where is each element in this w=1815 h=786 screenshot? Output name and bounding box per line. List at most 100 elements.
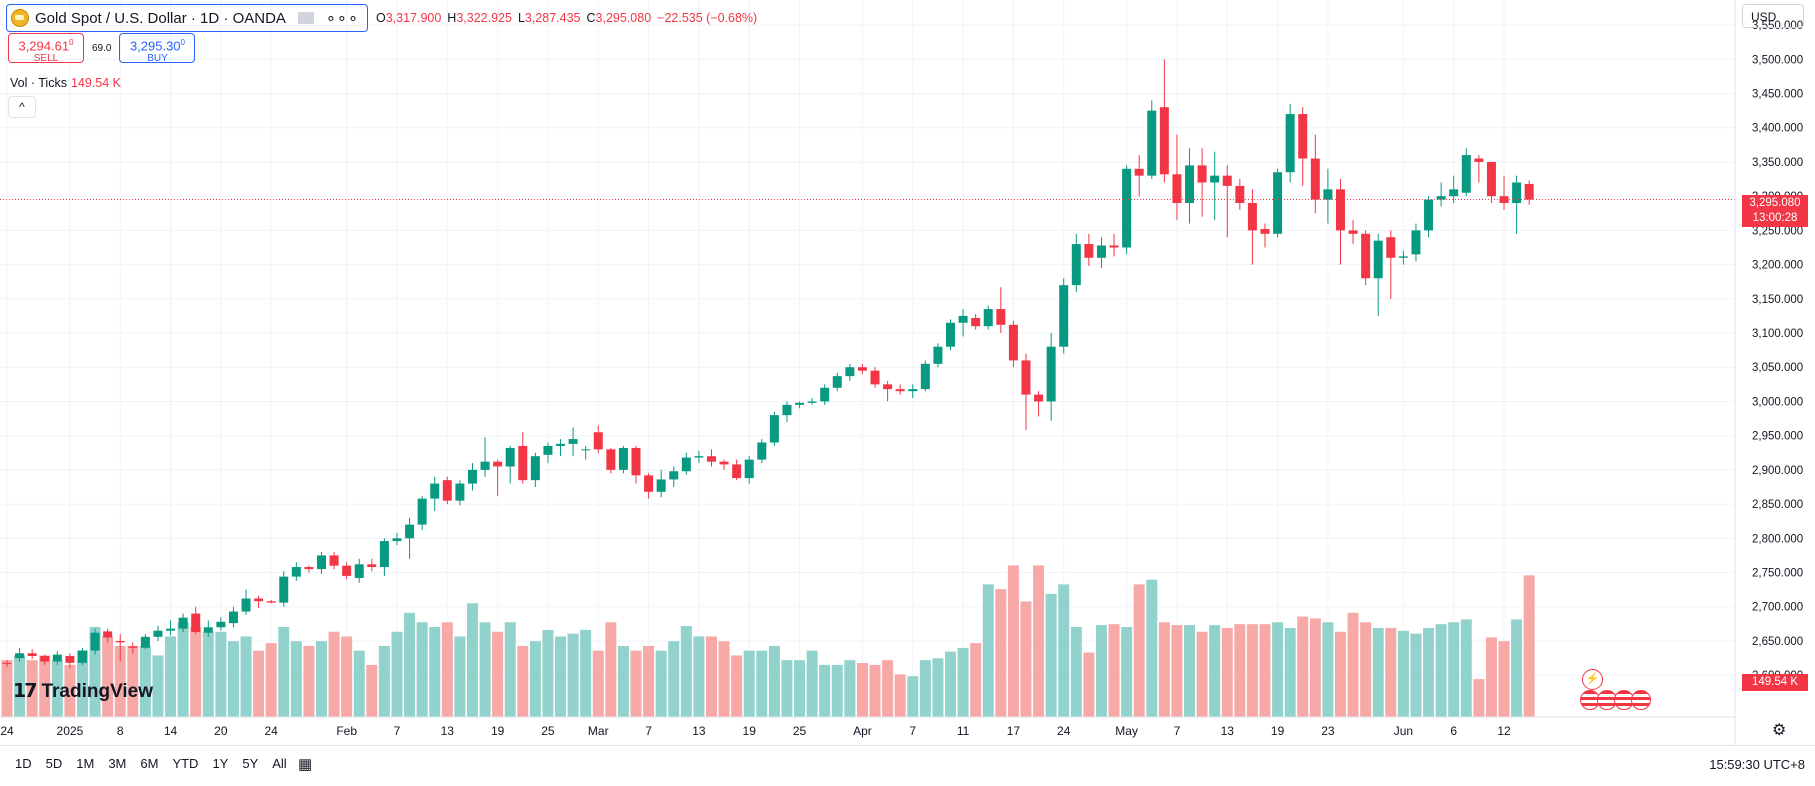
flag-icon[interactable]	[297, 12, 314, 24]
candle-body	[354, 564, 364, 578]
time-tick-label: Apr	[853, 724, 872, 738]
volume-bar	[1, 660, 13, 717]
range-3m[interactable]: 3M	[108, 756, 127, 771]
price-tick-label: 2,900.000	[1752, 465, 1803, 477]
lightning-icon[interactable]: ⚡	[1582, 669, 1603, 690]
candle-body	[769, 415, 779, 443]
timezone-clock[interactable]: 15:59:30 UTC+8	[1709, 757, 1805, 772]
price-tick-label: 3,100.000	[1752, 328, 1803, 340]
gear-icon[interactable]: ⚙	[1772, 722, 1787, 739]
price-tick-label: 2,700.000	[1752, 602, 1803, 614]
range-all[interactable]: All	[272, 756, 287, 771]
candle-body	[1436, 196, 1446, 200]
candle-body	[556, 443, 566, 446]
volume-bar	[190, 627, 202, 717]
candle-body	[996, 309, 1006, 325]
volume-bar	[1360, 622, 1372, 717]
candle-body	[857, 367, 867, 371]
tradingview-logo-text: TradingView	[41, 680, 154, 702]
collapse-legend-button[interactable]: ^	[8, 96, 36, 118]
price-tick-label: 2,950.000	[1752, 431, 1803, 443]
volume-bar	[1184, 625, 1196, 717]
time-tick-label: Jun	[1394, 724, 1413, 738]
time-tick-label: 20	[214, 724, 228, 738]
volume-bar	[945, 651, 956, 717]
volume-bar	[970, 643, 982, 717]
volume-bar	[391, 631, 403, 717]
volume-bar	[831, 664, 843, 717]
volume-bar	[1121, 627, 1133, 717]
candle-body	[644, 475, 654, 492]
calendar-range-icon[interactable]: ▦	[298, 756, 313, 773]
candle-body	[568, 439, 578, 444]
candle-body	[1235, 185, 1245, 204]
tradingview-logo[interactable]: 𝟭𝟳 TradingView	[13, 680, 153, 703]
candle-body	[1134, 168, 1144, 176]
volume-bar	[856, 663, 868, 717]
candle-body	[757, 442, 767, 460]
volume-bar	[617, 645, 629, 717]
volume-bar	[492, 631, 504, 717]
price-tick-label: 3,450.000	[1752, 89, 1803, 101]
candle-body	[1411, 230, 1421, 255]
candle-body	[732, 464, 742, 479]
candle-body	[656, 479, 666, 492]
volume-bar	[416, 622, 428, 717]
candle-body	[1499, 196, 1509, 204]
volume-bar	[1158, 622, 1170, 717]
economic-events[interactable]	[1580, 690, 1651, 710]
candlestick-chart[interactable]: 3,550.000 3,500.000 3,450.000 3,400.000 3,35…	[0, 0, 1815, 745]
volume-bar	[995, 589, 1007, 717]
bar-countdown: 13:00:28	[1752, 212, 1798, 224]
volume-bar	[1385, 627, 1397, 717]
buy-button[interactable]: 3,295.300 BUY	[119, 33, 196, 64]
candle-body	[405, 524, 415, 539]
price-tick-label: 2,850.000	[1752, 499, 1803, 511]
volume-bar	[1309, 618, 1321, 717]
volume-bar	[39, 655, 51, 717]
more-options-icon[interactable]: ∘∘∘	[325, 10, 359, 27]
candle-body	[581, 449, 591, 451]
candle-body	[920, 363, 930, 390]
time-tick-label: 11	[957, 724, 970, 738]
volume-bar	[768, 645, 780, 717]
close-value: 3,295.080	[595, 11, 652, 25]
change-value: −22.535 (−0.68%)	[657, 11, 758, 25]
candle-body	[895, 389, 905, 392]
candle-body	[241, 598, 251, 612]
candle-body	[1260, 229, 1270, 234]
volume-bar	[655, 650, 667, 717]
candle-body	[543, 445, 553, 455]
symbol-selector[interactable]: Gold Spot / U.S. Dollar · 1D · OANDA ∘∘∘	[6, 4, 368, 32]
spread-value: 69.0	[92, 42, 112, 54]
range-ytd[interactable]: YTD	[172, 756, 199, 771]
candle-body	[1474, 158, 1484, 162]
range-1y[interactable]: 1Y	[212, 756, 229, 771]
candle-body	[77, 650, 87, 663]
time-tick-label: 19	[491, 724, 505, 738]
sell-button[interactable]: 3,294.610 SELL	[8, 33, 84, 64]
candle-body	[1285, 114, 1295, 173]
volume-bar	[806, 650, 818, 717]
time-tick-label: 25	[541, 724, 555, 738]
candle-body	[115, 640, 125, 643]
volume-bar	[982, 584, 994, 717]
volume-bar	[14, 655, 26, 717]
currency-selector[interactable]: USD	[1742, 4, 1804, 28]
time-tick-label: 17	[1007, 724, 1021, 738]
volume-bar	[64, 664, 76, 717]
candle-body	[480, 461, 490, 470]
range-5y[interactable]: 5Y	[242, 756, 259, 771]
candle-body	[1361, 233, 1371, 279]
range-1d[interactable]: 1D	[15, 756, 32, 771]
volume-bar	[303, 645, 315, 717]
volume-value: 149.54 K	[70, 76, 122, 90]
candle-body	[1059, 285, 1069, 347]
volume-bar	[756, 650, 768, 717]
candle-body	[1323, 189, 1333, 200]
open-value: 3,317.900	[385, 11, 442, 25]
candle-body	[254, 598, 264, 602]
range-1m[interactable]: 1M	[76, 756, 95, 771]
range-5d[interactable]: 5D	[45, 756, 63, 771]
range-6m[interactable]: 6M	[140, 756, 159, 771]
